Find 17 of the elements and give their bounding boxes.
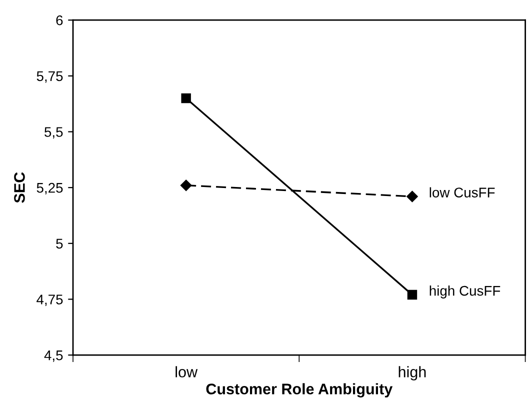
x-axis-title: Customer Role Ambiguity — [206, 383, 393, 398]
point — [407, 290, 418, 300]
point — [406, 190, 418, 202]
series-label: low CusFF — [430, 187, 495, 198]
point — [180, 180, 192, 191]
y-tick-label: 5,25 — [36, 182, 63, 194]
y-tick-label: 4,5 — [44, 350, 63, 362]
y-axis-title: SEC — [14, 172, 25, 203]
series-label: high CusFF — [430, 286, 500, 298]
y-tick-label: 6 — [56, 15, 63, 26]
x-tick-label: high — [398, 366, 426, 380]
point — [181, 93, 191, 104]
y-tick-label: 5,5 — [44, 127, 63, 139]
x-tick-label: low — [176, 366, 198, 378]
y-tick-label: 5,75 — [36, 71, 63, 83]
y-tick-label: 4,75 — [36, 294, 63, 306]
y-tick-label: 5 — [56, 238, 63, 249]
